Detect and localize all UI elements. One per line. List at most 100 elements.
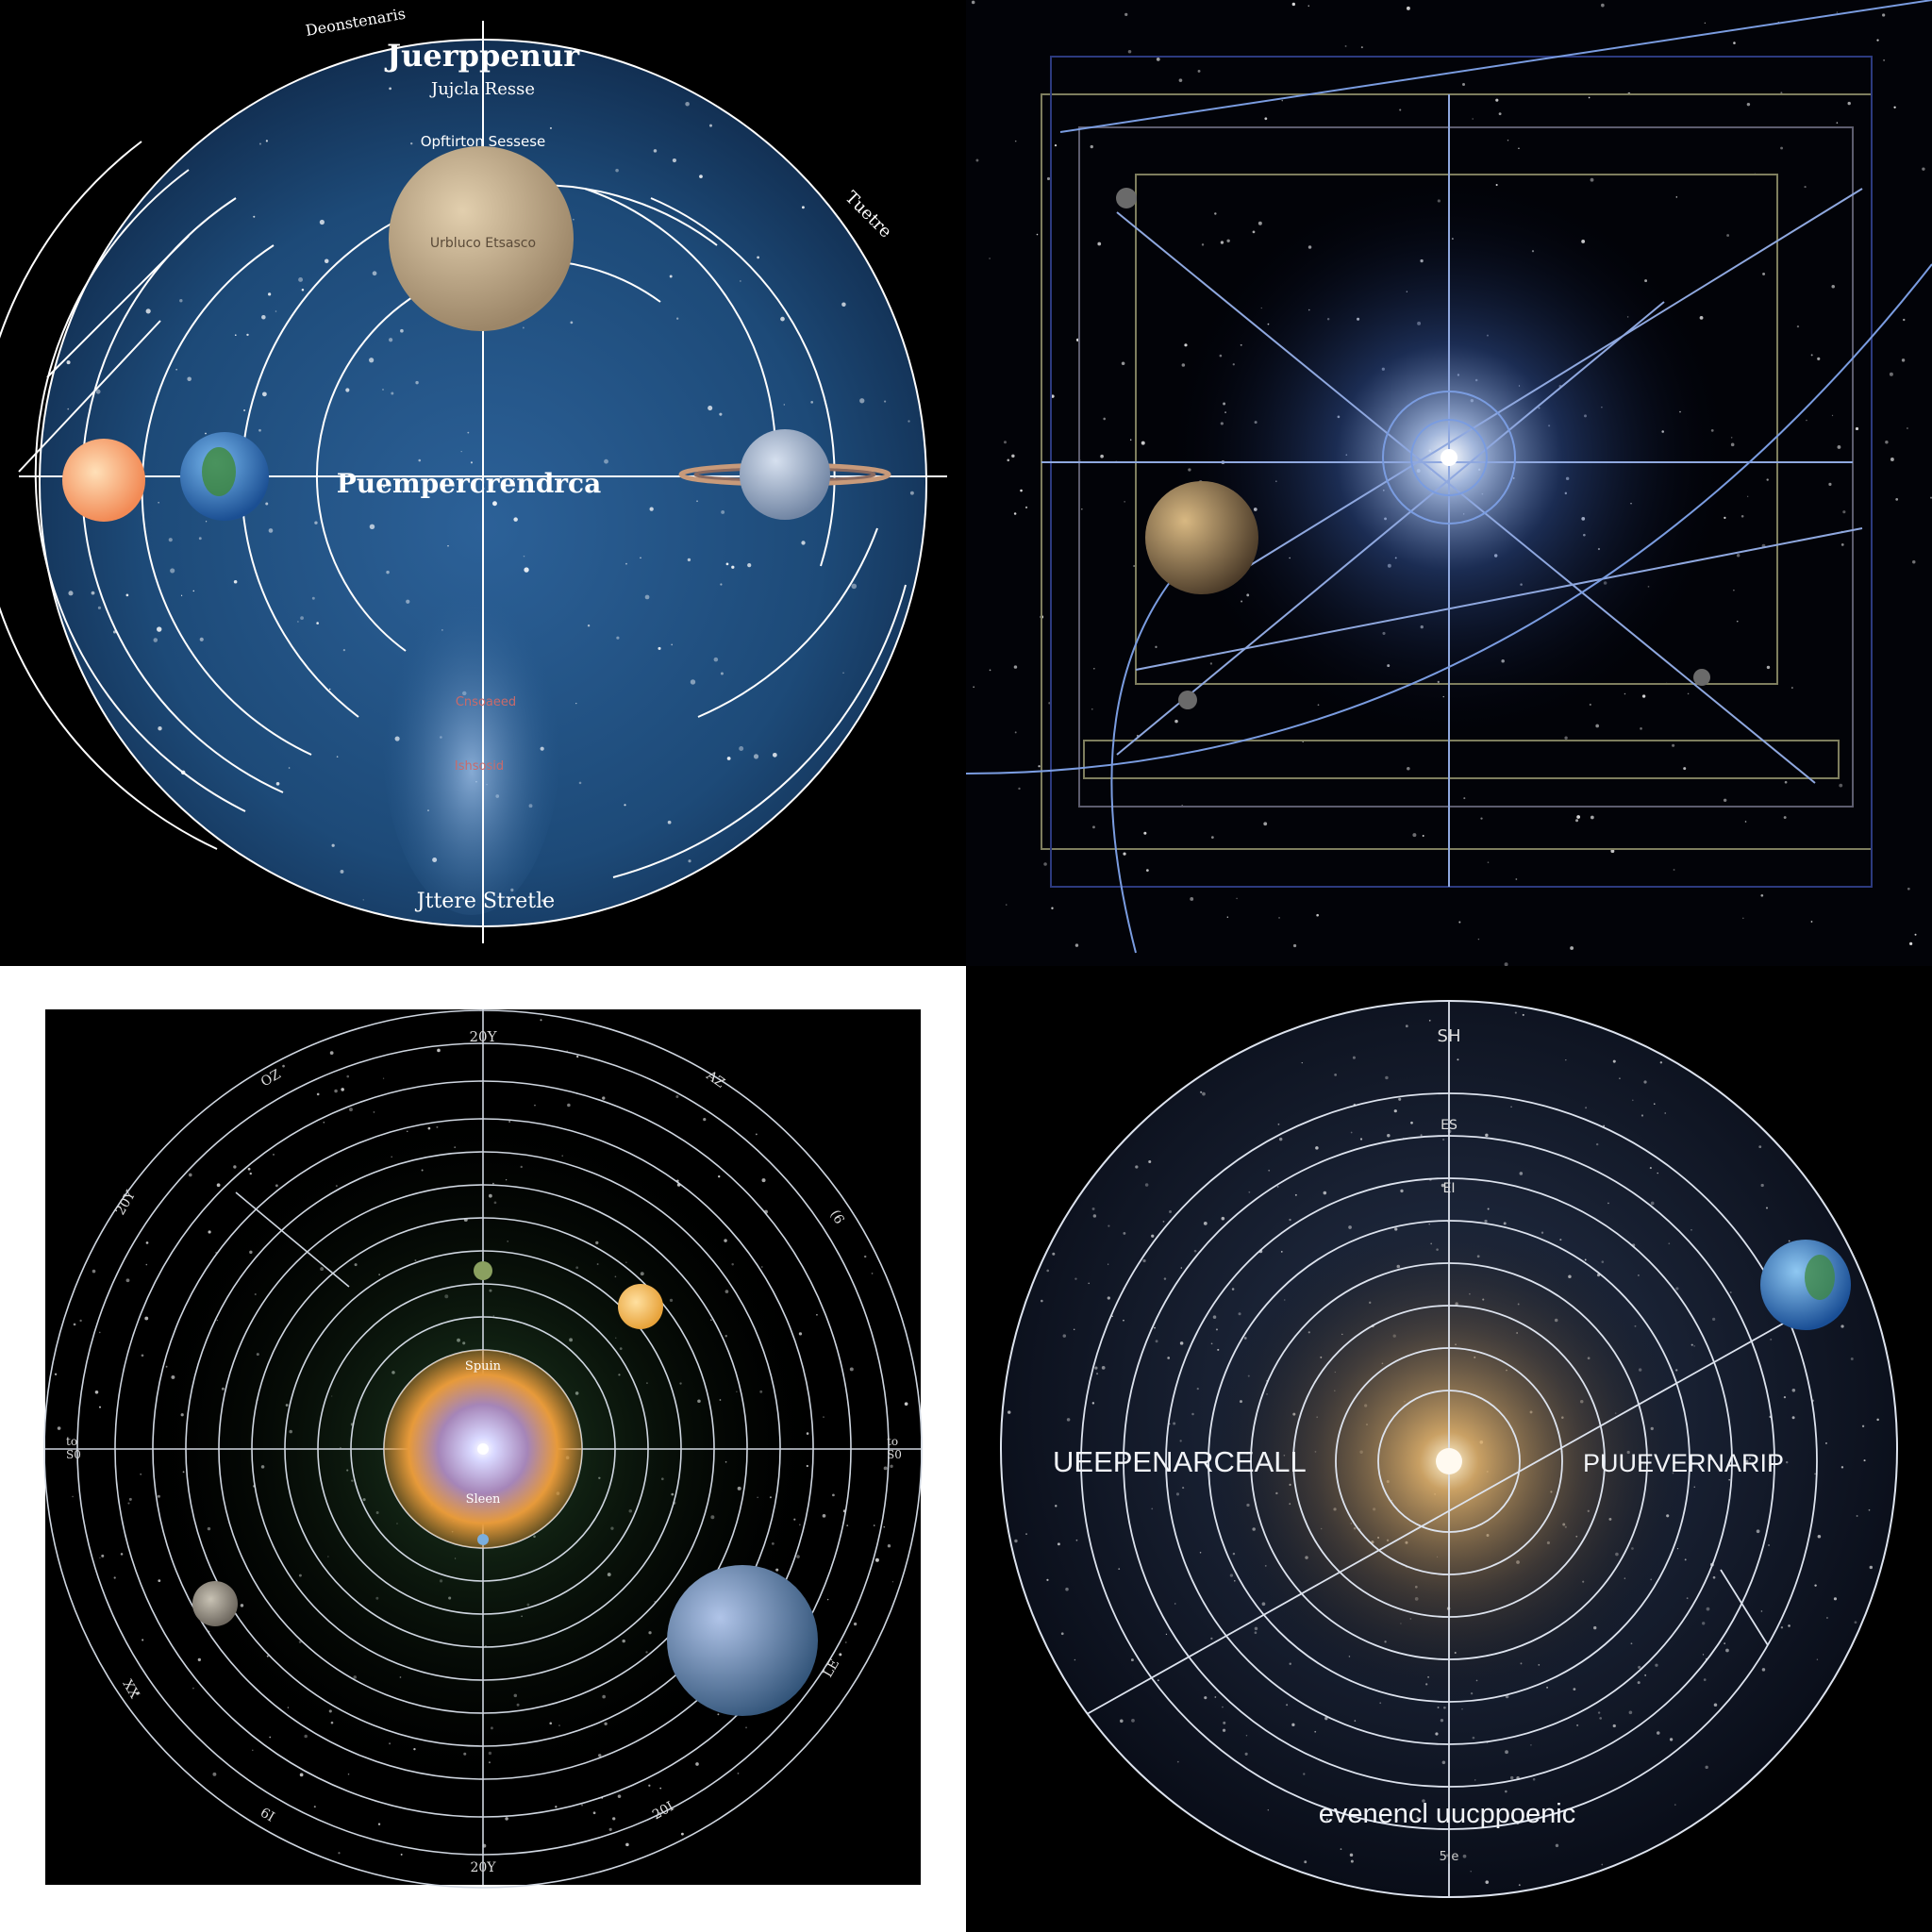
star (841, 302, 846, 307)
star (1690, 1343, 1693, 1346)
star (99, 1331, 101, 1334)
ring-diagonal (235, 1191, 350, 1288)
star (158, 726, 162, 731)
star (1060, 1632, 1064, 1636)
star (275, 310, 277, 312)
star (1837, 445, 1841, 449)
star (1055, 1505, 1058, 1507)
star (1684, 1558, 1687, 1561)
star (470, 461, 473, 464)
star (1006, 904, 1008, 906)
star (1653, 1103, 1656, 1105)
star (612, 1817, 616, 1821)
star (1495, 98, 1499, 102)
star (1350, 1131, 1353, 1134)
star (328, 688, 331, 691)
star (341, 1088, 344, 1091)
star (575, 702, 577, 705)
orbit-curves (966, 0, 1932, 954)
star (1766, 665, 1771, 670)
star (1674, 1804, 1676, 1806)
star (142, 1639, 144, 1641)
star (1046, 176, 1051, 181)
star (1836, 122, 1839, 124)
star (101, 1554, 105, 1557)
bottom-label: Jttere Stretle (415, 890, 555, 913)
star (1163, 1277, 1167, 1280)
star (1619, 1077, 1621, 1079)
star (699, 175, 703, 178)
star (362, 899, 364, 901)
star (92, 1269, 96, 1274)
star (1839, 783, 1843, 788)
star (669, 275, 673, 278)
star (234, 334, 237, 337)
star (282, 1064, 285, 1068)
star (602, 1096, 606, 1100)
ringed-planet (740, 429, 830, 520)
star (1092, 825, 1095, 829)
star (275, 781, 280, 786)
star (1745, 1459, 1749, 1463)
star (265, 502, 269, 506)
star (676, 317, 679, 320)
star (1515, 878, 1518, 880)
star (887, 1544, 891, 1548)
star (1412, 833, 1417, 838)
star (1024, 506, 1028, 508)
star (720, 672, 724, 675)
star (1713, 1703, 1718, 1707)
red-label-1: Cnsoaeed (456, 695, 516, 709)
star (1659, 1061, 1663, 1064)
star (246, 333, 249, 337)
star (755, 1133, 758, 1136)
star (300, 616, 304, 621)
star (1784, 780, 1788, 784)
star (1212, 1315, 1217, 1319)
star (299, 1773, 304, 1777)
star (725, 562, 729, 566)
star (625, 1842, 629, 1847)
star (1780, 1626, 1784, 1629)
star (1628, 1710, 1633, 1715)
star (1817, 1534, 1822, 1539)
star (1092, 1214, 1097, 1218)
star (1683, 767, 1687, 771)
star (438, 904, 440, 907)
star (1379, 1702, 1382, 1705)
star (1111, 1315, 1113, 1318)
star (909, 491, 914, 495)
star (247, 1167, 251, 1171)
star (1344, 44, 1347, 47)
star (644, 594, 650, 600)
top-label-4-2: ES (1441, 1118, 1457, 1133)
star (1291, 2, 1296, 7)
star (1043, 862, 1047, 866)
star (1048, 702, 1051, 705)
star (1406, 6, 1410, 10)
star (1133, 565, 1136, 567)
star (1003, 441, 1007, 444)
star (1354, 1720, 1357, 1722)
star (1244, 1752, 1248, 1756)
star (1747, 495, 1749, 497)
star (839, 1653, 842, 1657)
star (145, 1263, 148, 1266)
sun-top-label: Spuin (465, 1359, 502, 1374)
star (265, 140, 268, 142)
star (757, 256, 759, 259)
star (555, 1806, 558, 1808)
star (1472, 118, 1474, 120)
star (1597, 1711, 1601, 1714)
star (747, 563, 752, 568)
star (1121, 361, 1125, 366)
star (1057, 1542, 1060, 1546)
diagram-1-svg: Deonstenaris Juerppenur Jujcla Resse Opf… (0, 5, 947, 943)
star (653, 149, 658, 153)
star (1638, 1665, 1641, 1669)
star (1810, 354, 1813, 357)
bottom-label-4: evenencl uucppoenic (1319, 1799, 1575, 1829)
star (1831, 284, 1835, 289)
star (1909, 941, 1913, 945)
star (91, 591, 95, 595)
